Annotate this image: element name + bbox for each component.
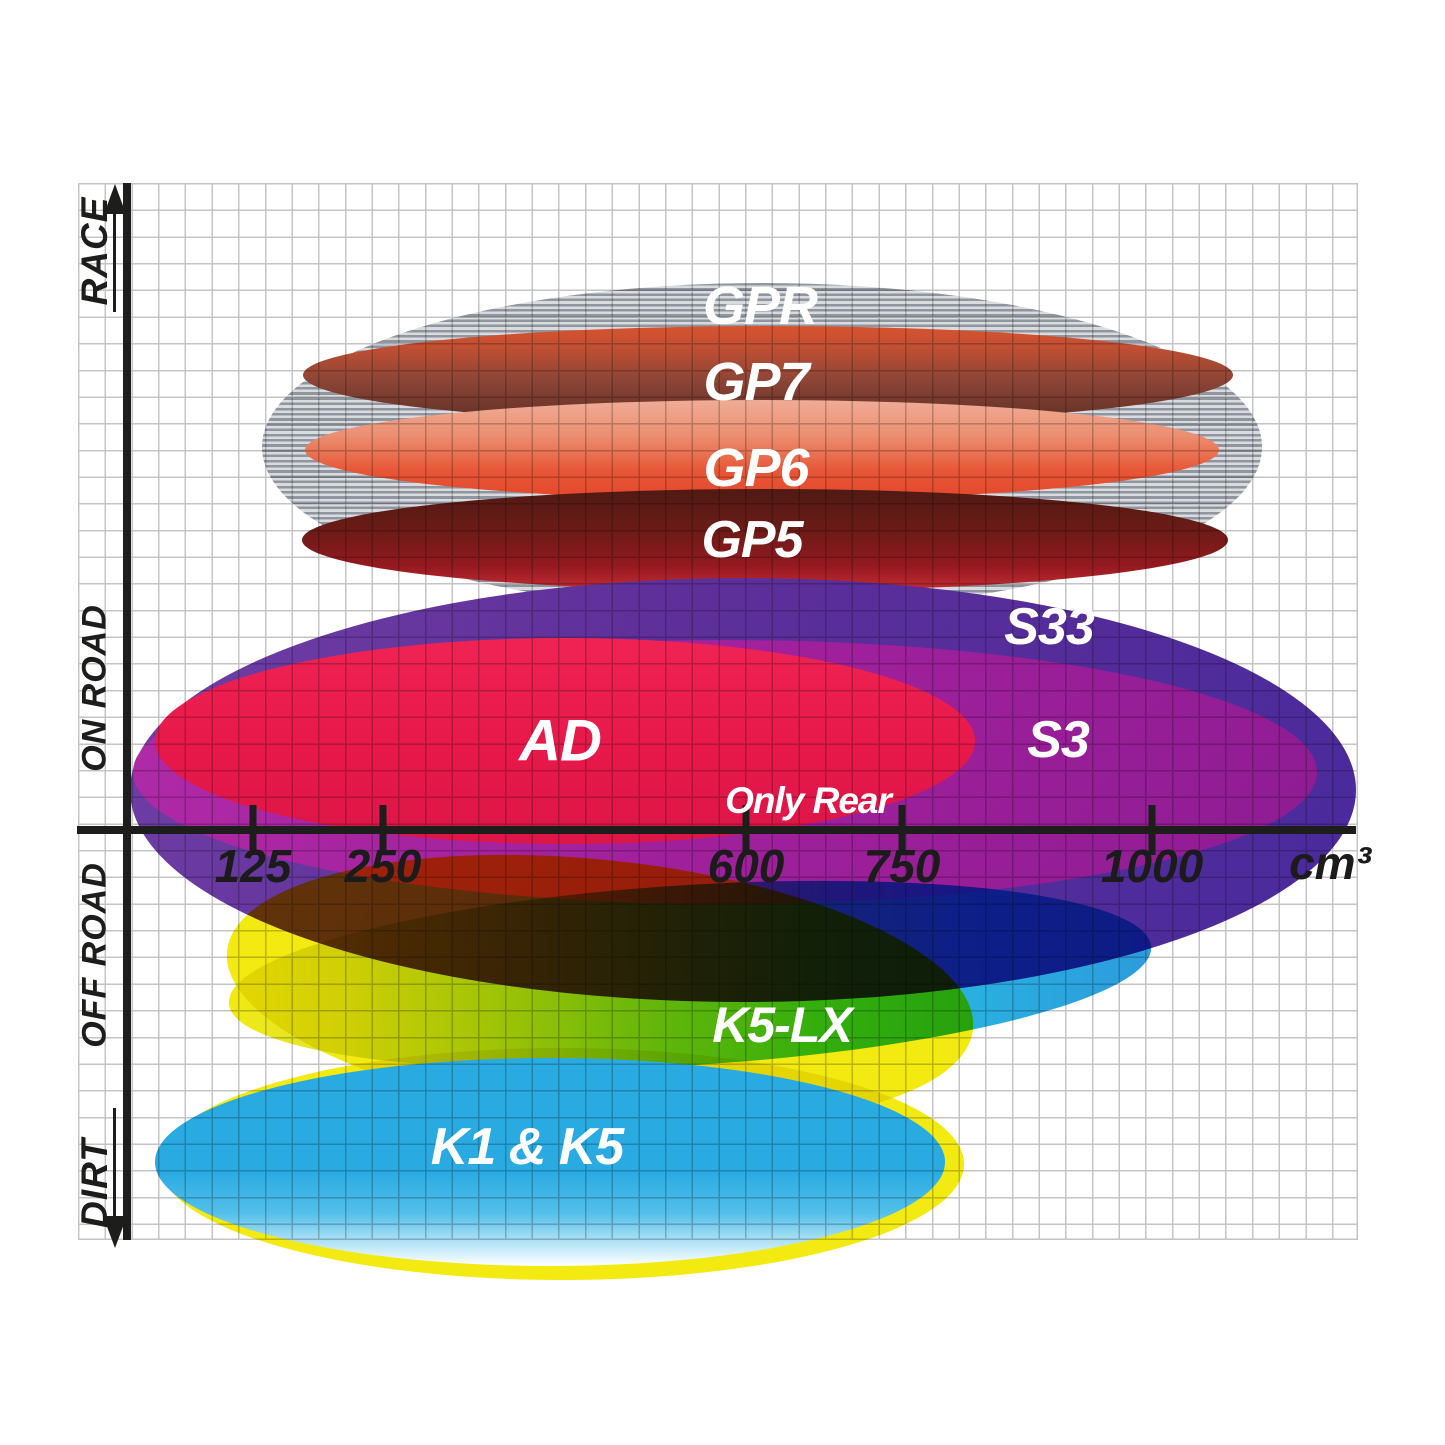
x-tick-125	[249, 805, 257, 855]
x-tick-750	[898, 805, 906, 855]
x-tick-1000	[1148, 805, 1156, 855]
x-axis-unit-label: cm³	[1289, 837, 1371, 889]
s33-label: S33	[1004, 598, 1095, 656]
x-axis-line	[77, 826, 1356, 834]
gp5-label: GP5	[701, 511, 803, 569]
zone-label-off-road: OFF ROAD	[75, 862, 114, 1048]
zone-label-on-road: ON ROAD	[75, 604, 114, 772]
race-arrow	[113, 196, 116, 312]
s3-label: S3	[1027, 711, 1090, 769]
only-rear-label: Only Rear	[725, 780, 892, 821]
x-tick-label-750: 750	[863, 840, 941, 892]
gpr-label: GPR	[702, 276, 818, 336]
zone-label-race: RACE	[74, 196, 115, 306]
gp6-label: GP6	[703, 438, 809, 498]
ad-label: AD	[519, 708, 602, 774]
y-axis-line	[123, 183, 131, 1240]
x-tick-label-125: 125	[214, 840, 292, 892]
k1k5-label: K1 & K5	[430, 1118, 624, 1176]
x-tick-label-1000: 1000	[1100, 840, 1204, 892]
x-tick-250	[379, 805, 387, 855]
gp7-label: GP7	[703, 352, 809, 412]
grid-overlay	[78, 183, 1358, 1240]
x-tick-label-600: 600	[707, 840, 785, 892]
dirt-arrow-down-icon	[103, 1216, 127, 1248]
x-tick-label-250: 250	[344, 840, 422, 892]
k5lx-label: K5-LX	[712, 997, 852, 1053]
race-arrow-up-icon	[104, 184, 126, 214]
zone-label-dirt: DIRT	[74, 1138, 115, 1228]
x-tick-600	[742, 805, 750, 855]
dirt-arrow	[113, 1108, 116, 1218]
